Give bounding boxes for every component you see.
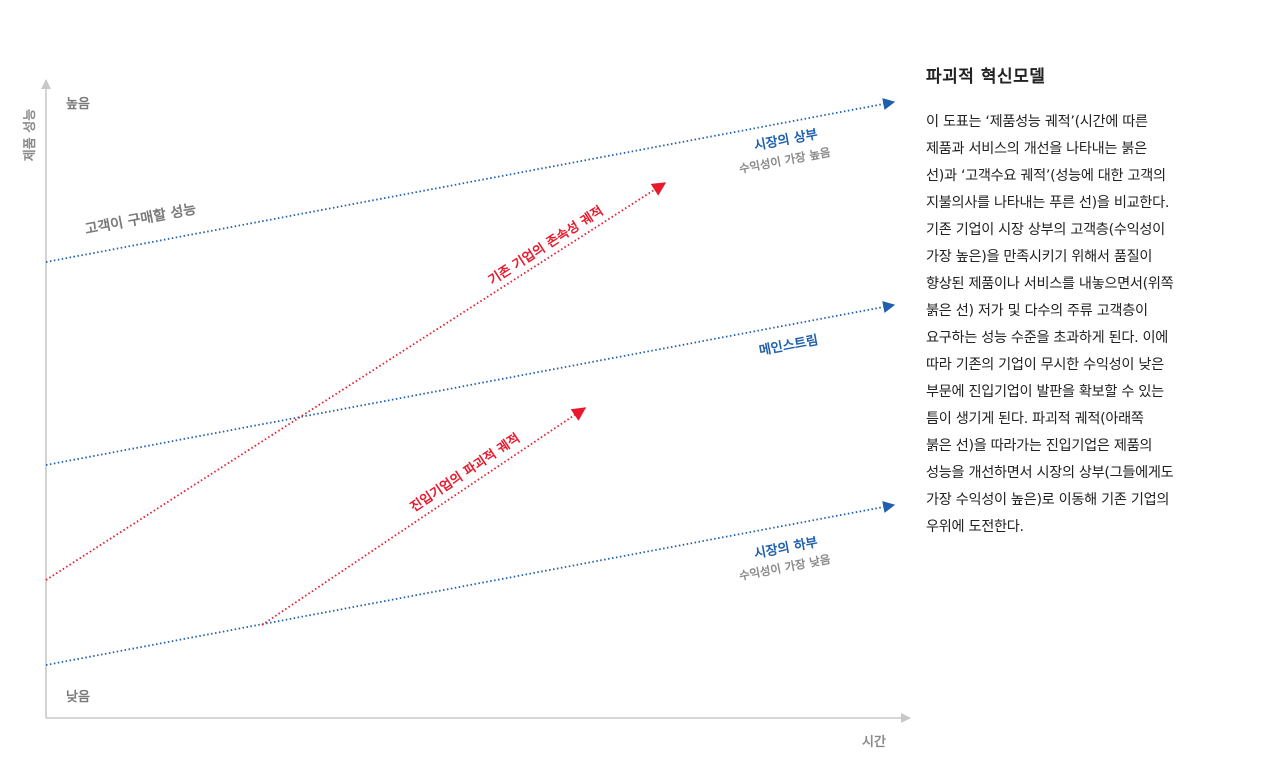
disruptive-innovation-diagram: 제품 성능 시간 높음 낮음 고객이 구매할 성능 시장의 상부 수익성이 가장… bbox=[23, 79, 911, 750]
bottom-market-sub: 수익성이 가장 낮음 bbox=[738, 552, 832, 583]
mainstream-label: 메인스트림 bbox=[758, 332, 820, 359]
x-axis-label: 시간 bbox=[862, 734, 886, 750]
disruptive-trajectory-line bbox=[261, 407, 587, 626]
bottom-market-line bbox=[45, 501, 896, 666]
y-axis-label: 제품 성능 bbox=[23, 109, 38, 161]
panel-body: 이 도표는 ‘제품성능 궤적’(시간에 따른 제품과 서비스의 개선을 나타내는… bbox=[926, 114, 1174, 535]
low-label: 낮음 bbox=[66, 689, 90, 705]
top-market-line bbox=[45, 98, 896, 263]
disruptive-trajectory-label: 진입기업의 파괴적 궤적 bbox=[407, 430, 523, 515]
sustaining-trajectory-line bbox=[45, 182, 667, 581]
description-panel: 파괴적 혁신모델 이 도표는 ‘제품성능 궤적’(시간에 따른 제품과 서비스의… bbox=[926, 62, 1266, 541]
top-market-sub: 수익성이 가장 높음 bbox=[738, 145, 832, 176]
mainstream-line bbox=[45, 301, 896, 466]
high-label: 높음 bbox=[66, 96, 90, 112]
sustaining-trajectory-label: 기존 기업의 존속성 궤적 bbox=[486, 203, 607, 288]
panel-title: 파괴적 혁신모델 bbox=[926, 67, 1046, 87]
customer-line-label: 고객이 구매할 성능 bbox=[84, 200, 198, 238]
